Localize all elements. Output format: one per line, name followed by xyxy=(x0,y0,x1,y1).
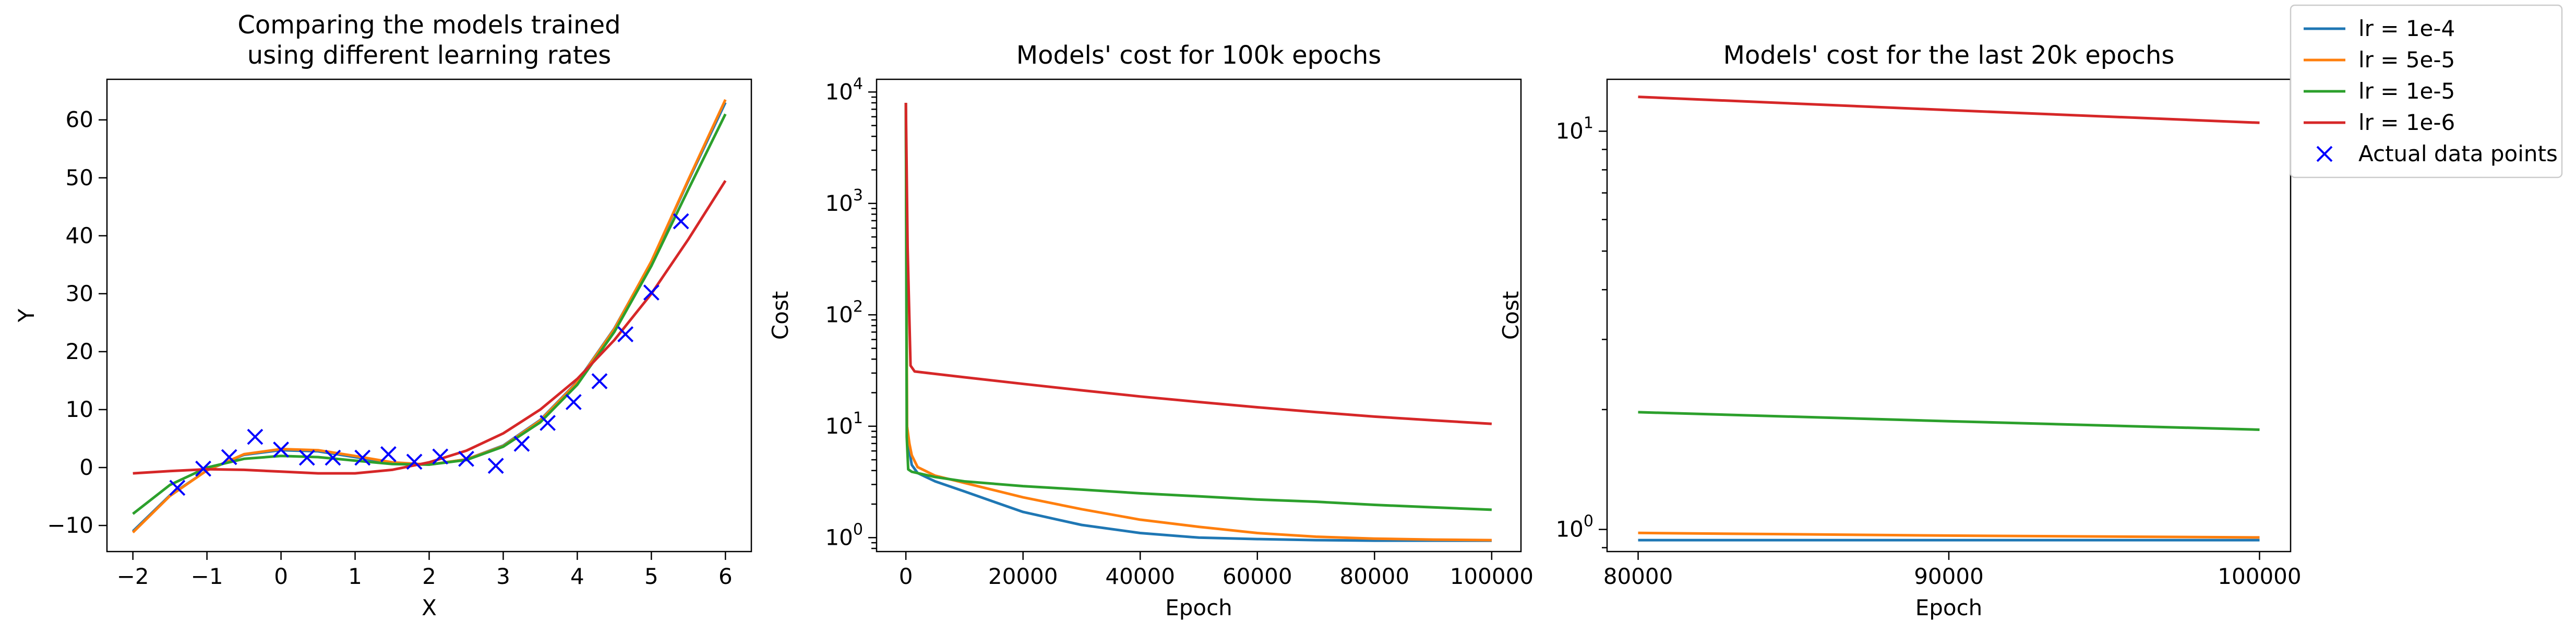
data-point xyxy=(273,441,290,458)
x-tick-label: 100000 xyxy=(1450,564,1533,589)
plot-frame xyxy=(1606,78,2292,553)
legend-label: lr = 1e-4 xyxy=(2358,16,2455,41)
data-point xyxy=(247,428,263,445)
series-line xyxy=(1638,95,2260,124)
x-tick-label: −2 xyxy=(117,564,149,589)
y-tick-label: 100 xyxy=(1555,512,1593,542)
series-line xyxy=(904,102,1492,542)
chart-title: Models' cost for 100k epochs xyxy=(1016,41,1382,70)
legend-frame xyxy=(2290,4,2563,178)
data-point xyxy=(325,449,341,466)
data-point xyxy=(487,458,504,474)
data-point xyxy=(406,453,423,470)
y-tick-label: 101 xyxy=(1555,114,1593,143)
y-tick-label: 0 xyxy=(79,454,93,480)
x-axis-label: Epoch xyxy=(1165,595,1232,620)
y-axis-label: Cost xyxy=(768,291,793,340)
chart-title: Comparing the models trained xyxy=(237,10,620,40)
x-tick-label: 80000 xyxy=(1340,564,1410,589)
data-point xyxy=(565,394,582,410)
chart-3: 80000 90000 100000 100 101 Models' cost for t… xyxy=(1498,41,2302,620)
y-tick-label: 30 xyxy=(66,281,93,306)
x-tick-label: 20000 xyxy=(988,564,1058,589)
plot-frame xyxy=(876,78,1522,553)
data-point xyxy=(169,480,186,496)
legend-label: Actual data points xyxy=(2358,141,2558,166)
x-tick-label: 0 xyxy=(274,564,288,589)
legend-label: lr = 1e-5 xyxy=(2358,78,2455,104)
y-tick-label: 104 xyxy=(825,75,863,104)
series-line xyxy=(131,99,727,534)
series-line xyxy=(1638,411,2260,431)
y-tick-label: 102 xyxy=(825,297,863,327)
y-tick-label: 100 xyxy=(825,520,863,550)
legend-label: lr = 5e-5 xyxy=(2358,47,2455,73)
data-point xyxy=(354,449,371,466)
series-line xyxy=(904,102,1492,511)
x-tick-label: 100000 xyxy=(2218,564,2301,589)
data-point xyxy=(643,284,660,301)
x-tick-label: 5 xyxy=(644,564,658,589)
x-axis-label: X xyxy=(422,595,437,620)
x-tick-label: 1 xyxy=(348,564,362,589)
chart-title: using different learning rates xyxy=(247,41,612,70)
data-point xyxy=(673,213,689,230)
y-tick-label: 60 xyxy=(66,107,93,133)
x-tick-label: 40000 xyxy=(1105,564,1175,589)
y-axis-label: Y xyxy=(14,308,39,322)
plot-frame xyxy=(106,78,752,553)
y-tick-label: −10 xyxy=(47,512,93,538)
chart-title: Models' cost for the last 20k epochs xyxy=(1723,41,2175,70)
x-tick-label: −1 xyxy=(191,564,223,589)
y-tick-label: 103 xyxy=(825,186,863,216)
x-tick-label: 4 xyxy=(570,564,584,589)
legend-label: lr = 1e-6 xyxy=(2358,110,2455,135)
series-line xyxy=(1638,531,2260,539)
y-axis-label: Cost xyxy=(1498,291,1524,340)
legend: lr = 1e-4 lr = 5e-5 lr = 1e-5 lr = 1e-6 Actu… xyxy=(2290,4,2563,178)
x-axis-label: Epoch xyxy=(1915,595,1983,620)
x-tick-label: 60000 xyxy=(1223,564,1292,589)
data-point xyxy=(591,373,608,389)
series-line xyxy=(133,180,727,475)
series-line xyxy=(131,102,727,532)
series-line xyxy=(904,102,1492,542)
data-point xyxy=(513,436,530,452)
chart-2: 0 20000 40000 60000 80000 100000 100 101 102 103 1… xyxy=(768,41,1533,620)
x-tick-label: 80000 xyxy=(1603,564,1673,589)
series-line xyxy=(904,102,1492,425)
data-point xyxy=(298,449,315,466)
x-tick-label: 2 xyxy=(422,564,436,589)
data-point xyxy=(617,326,634,343)
y-tick-label: 101 xyxy=(825,409,863,439)
data-point xyxy=(432,448,449,465)
series-line xyxy=(132,113,727,515)
x-tick-label: 3 xyxy=(496,564,510,589)
data-point xyxy=(458,450,474,467)
data-point xyxy=(195,460,211,477)
data-point xyxy=(380,446,397,462)
legend-swatch xyxy=(2316,146,2333,162)
x-tick-label: 0 xyxy=(899,564,913,589)
data-point xyxy=(221,449,237,465)
y-tick-label: 50 xyxy=(66,165,93,190)
y-tick-label: 10 xyxy=(66,397,93,422)
x-tick-label: 6 xyxy=(718,564,733,589)
y-tick-label: 40 xyxy=(66,223,93,248)
y-tick-label: 20 xyxy=(66,339,93,364)
x-tick-label: 90000 xyxy=(1914,564,1984,589)
data-point xyxy=(540,415,556,431)
